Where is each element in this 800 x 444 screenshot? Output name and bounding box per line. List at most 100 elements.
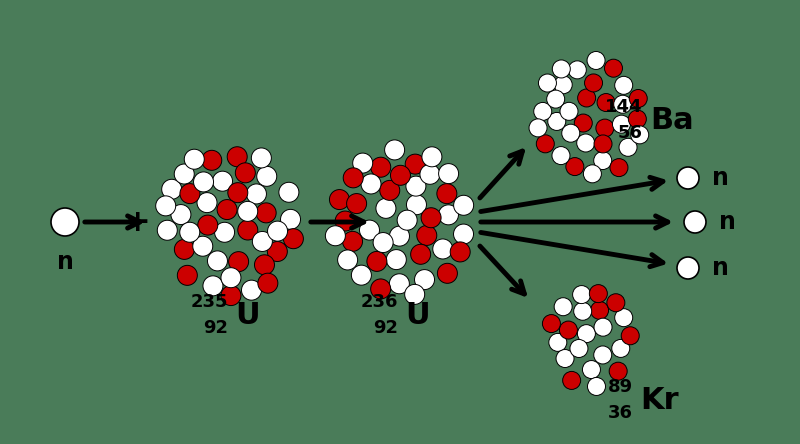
Circle shape (370, 279, 390, 299)
Circle shape (238, 202, 258, 222)
Circle shape (590, 285, 607, 303)
Circle shape (433, 239, 453, 259)
Circle shape (386, 250, 406, 270)
Circle shape (343, 168, 363, 188)
Circle shape (677, 257, 699, 279)
Circle shape (174, 164, 194, 184)
Circle shape (566, 158, 584, 175)
Circle shape (612, 339, 630, 357)
Circle shape (529, 119, 547, 137)
Text: 36: 36 (608, 404, 633, 422)
Circle shape (252, 231, 272, 251)
Circle shape (193, 236, 213, 256)
Circle shape (246, 184, 266, 204)
Circle shape (406, 176, 426, 196)
Circle shape (342, 231, 362, 251)
Circle shape (594, 346, 612, 364)
Circle shape (353, 153, 373, 173)
Circle shape (359, 220, 379, 240)
Circle shape (158, 220, 178, 240)
Circle shape (390, 226, 410, 246)
Text: 144: 144 (606, 98, 643, 116)
Circle shape (677, 167, 699, 189)
Circle shape (254, 255, 274, 275)
Circle shape (256, 203, 276, 223)
Circle shape (619, 139, 637, 156)
Circle shape (420, 164, 440, 184)
Circle shape (438, 205, 458, 225)
Circle shape (628, 110, 646, 128)
Circle shape (438, 263, 458, 283)
Circle shape (51, 208, 79, 236)
Circle shape (238, 220, 258, 240)
Circle shape (338, 250, 358, 270)
Circle shape (554, 76, 572, 94)
Circle shape (559, 321, 578, 339)
Circle shape (410, 244, 430, 264)
Circle shape (574, 114, 592, 132)
Circle shape (326, 226, 346, 246)
Circle shape (376, 198, 396, 218)
Circle shape (614, 95, 632, 113)
Circle shape (552, 60, 570, 78)
Circle shape (194, 172, 214, 192)
Circle shape (613, 115, 630, 133)
Circle shape (554, 298, 572, 316)
Text: Ba: Ba (650, 106, 694, 135)
Text: n: n (712, 166, 729, 190)
Circle shape (570, 340, 588, 357)
Text: +: + (125, 207, 151, 237)
Circle shape (242, 280, 262, 300)
Circle shape (562, 124, 580, 142)
Circle shape (450, 242, 470, 262)
Circle shape (605, 59, 622, 77)
Circle shape (197, 193, 217, 213)
Circle shape (227, 147, 247, 167)
Circle shape (536, 135, 554, 153)
Circle shape (548, 112, 566, 131)
Circle shape (229, 252, 249, 272)
Circle shape (235, 163, 255, 183)
Circle shape (367, 251, 387, 271)
Text: 92: 92 (203, 319, 228, 337)
Circle shape (573, 285, 590, 304)
Circle shape (207, 251, 227, 271)
Circle shape (574, 302, 592, 320)
Circle shape (538, 74, 557, 92)
Circle shape (587, 377, 606, 396)
Circle shape (281, 210, 301, 230)
Circle shape (610, 159, 628, 177)
Circle shape (594, 135, 612, 153)
Circle shape (251, 148, 271, 168)
Circle shape (267, 221, 287, 241)
Circle shape (202, 151, 222, 170)
Circle shape (217, 199, 237, 220)
Circle shape (221, 268, 241, 288)
Circle shape (577, 134, 594, 152)
Circle shape (590, 301, 609, 319)
Circle shape (582, 361, 601, 379)
Text: 236: 236 (360, 293, 398, 311)
Circle shape (228, 182, 248, 202)
Circle shape (171, 205, 191, 225)
Circle shape (373, 233, 393, 253)
Circle shape (607, 294, 625, 312)
Circle shape (174, 239, 194, 259)
Circle shape (421, 208, 441, 228)
Circle shape (258, 273, 278, 293)
Circle shape (162, 179, 182, 199)
Circle shape (414, 270, 434, 289)
Circle shape (549, 333, 567, 351)
Circle shape (390, 165, 410, 185)
Circle shape (562, 372, 581, 389)
Text: 92: 92 (373, 319, 398, 337)
Circle shape (560, 102, 578, 120)
Circle shape (552, 147, 570, 165)
Circle shape (361, 174, 381, 194)
Circle shape (267, 242, 287, 262)
Circle shape (351, 265, 371, 285)
Circle shape (385, 140, 405, 160)
Circle shape (583, 165, 602, 183)
Text: n: n (712, 256, 729, 280)
Circle shape (630, 90, 647, 107)
